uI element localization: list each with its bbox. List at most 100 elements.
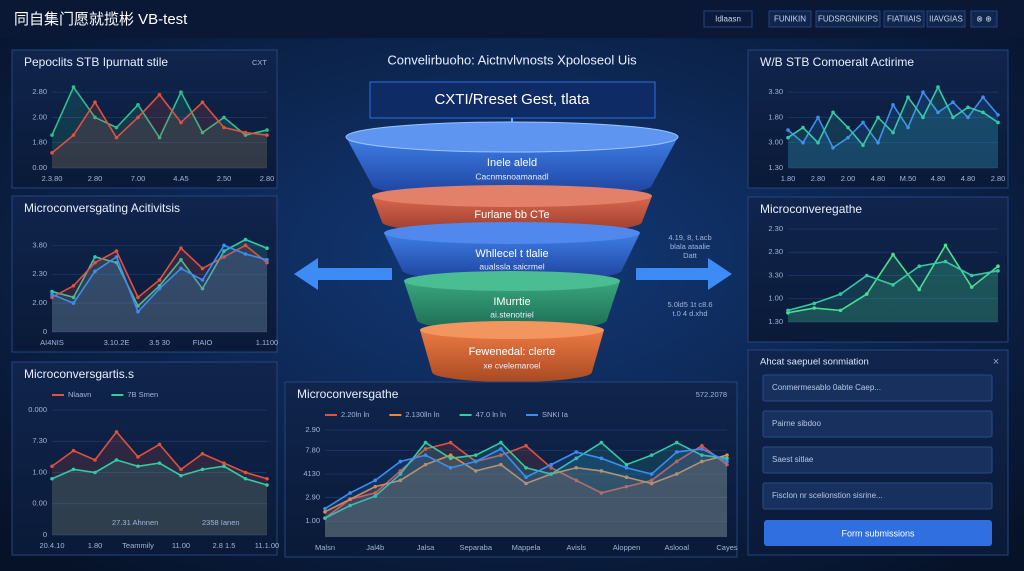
point (499, 453, 503, 457)
chart-title: Microconversgartis.s (24, 367, 134, 381)
nav-label: IIAVGIAS (929, 15, 963, 24)
point (816, 115, 820, 120)
side-note: 5.0ld5 1t c8.6 (667, 300, 712, 309)
point (891, 130, 895, 135)
funnel-layer (404, 281, 620, 331)
chart: Microconversgartis.s 0 0.00 1.00 7.30 0.000 20… (11, 361, 279, 556)
point (861, 143, 865, 148)
point (906, 95, 910, 99)
point (323, 516, 327, 520)
point (222, 461, 226, 465)
legend-label: 2.130lln ln (405, 410, 439, 419)
submit-button[interactable] (764, 520, 992, 546)
form-field[interactable] (762, 482, 993, 510)
point (114, 249, 119, 253)
x-tick-label: 2.3.80 (42, 174, 63, 183)
x-tick-label: AI4NIS (40, 338, 64, 347)
close-button[interactable]: × (993, 356, 999, 368)
point (71, 283, 76, 288)
field-placeholder: Fisclon nr scelionstion sisrine... (772, 491, 883, 500)
point (674, 459, 679, 464)
point (966, 115, 970, 120)
side-note: blala ataalie (670, 242, 710, 251)
point (136, 455, 140, 459)
x-tick-label: Jal4b (366, 543, 384, 552)
point (93, 470, 97, 475)
point (725, 462, 729, 467)
point (846, 125, 850, 130)
form-field[interactable] (762, 410, 993, 438)
chart: Microconversgathe 572.2078 1.00 2.90 4130 7.8… (284, 381, 738, 558)
point (243, 133, 248, 137)
point (801, 140, 805, 145)
point (373, 478, 378, 483)
point (373, 484, 378, 489)
chart: W/B STB Comoeralt Actirime 1.30 3.00 1.80 3.… (747, 49, 1009, 189)
nav-button[interactable] (883, 10, 925, 28)
banner (369, 81, 656, 119)
point (243, 470, 248, 475)
nav-button[interactable] (926, 10, 966, 28)
point (936, 110, 940, 115)
point (265, 483, 269, 487)
point (599, 469, 604, 473)
legend-label: Nlaavn (68, 390, 91, 399)
point (700, 453, 704, 457)
point (801, 125, 805, 130)
point (50, 289, 54, 294)
point (265, 133, 269, 137)
nav-label: ⊗ ⊕ (976, 15, 992, 24)
nav-button[interactable] (815, 10, 881, 28)
point (222, 115, 226, 120)
point (136, 115, 140, 120)
point (846, 135, 850, 140)
point (891, 102, 895, 107)
point (348, 491, 352, 495)
panel (747, 196, 1009, 343)
point (876, 115, 880, 120)
point (951, 115, 955, 120)
point (93, 255, 97, 259)
nav-button[interactable] (703, 10, 753, 28)
chart: Pepoclits STB Ipurnatt stile CXT 0.00 1.80 2… (11, 49, 278, 189)
area (52, 94, 267, 168)
x-tick-label: 1.80 (781, 174, 796, 183)
legend-label: 7B Smen (127, 390, 158, 399)
point (674, 440, 679, 445)
nav-button[interactable] (970, 10, 998, 28)
y-tick-label: 1.30 (768, 163, 783, 172)
point (423, 462, 428, 467)
area (788, 87, 998, 168)
point (624, 484, 629, 489)
x-tick-label: Separaba (459, 543, 492, 552)
point (243, 243, 248, 248)
nav-button[interactable] (768, 10, 812, 28)
x-tick-label: Avisls (567, 543, 587, 552)
annotation: 27.31 Ahnnen (112, 518, 158, 527)
side-note: t.0 4 d.xhd (672, 309, 707, 318)
point (981, 95, 985, 99)
x-tick-label: 4.80 (931, 174, 946, 183)
point (838, 292, 843, 296)
nav-label: Idlaasn (715, 15, 741, 24)
x-tick-label: 1.1100 (256, 338, 278, 347)
form-field[interactable] (762, 446, 993, 474)
form-field[interactable] (762, 374, 993, 402)
x-tick-label: Aloppen (613, 543, 641, 552)
y-tick-label: 2.90 (305, 493, 320, 502)
stage-label: Fewenedal: clerte (469, 346, 556, 358)
point (574, 478, 579, 483)
submit-label: Form submissions (841, 528, 915, 538)
point (93, 260, 97, 265)
y-tick-label: 3.00 (768, 138, 783, 147)
point (674, 450, 679, 454)
funnel-rim (384, 222, 640, 244)
y-tick-label: 1.30 (768, 317, 783, 326)
point (524, 481, 528, 486)
panel (284, 381, 738, 558)
x-tick-label: 2.80 (811, 174, 826, 183)
point (499, 462, 503, 467)
point (136, 464, 140, 469)
point (624, 465, 629, 470)
